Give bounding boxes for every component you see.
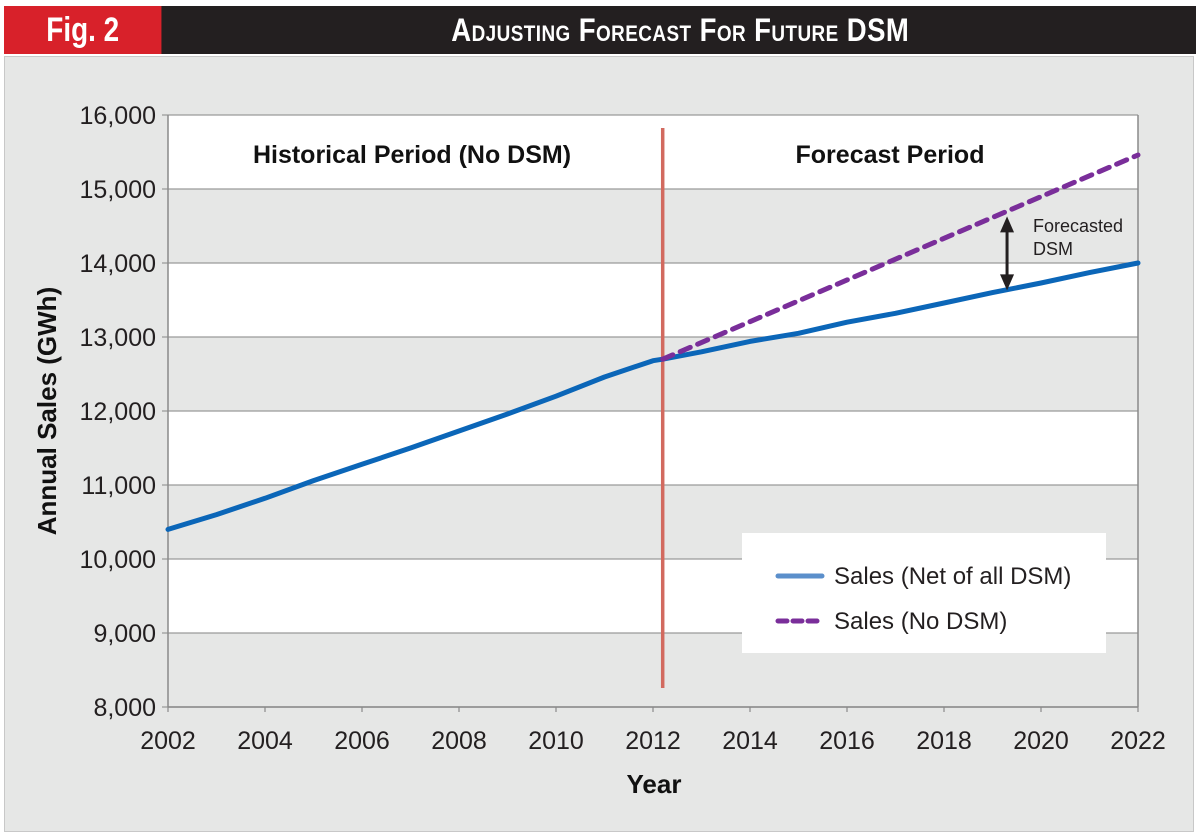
- series-line-net-of-dsm: [165, 260, 1141, 532]
- y-tick-label: 15,000: [80, 176, 156, 204]
- x-tick-label: 2010: [528, 727, 584, 755]
- y-axis-title: Annual Sales (GWh): [32, 287, 62, 535]
- annotation-text-line-2: DSM: [1033, 239, 1073, 259]
- x-tick-label: 2016: [819, 727, 875, 755]
- legend-box: [742, 533, 1106, 653]
- x-tick-label: 2002: [140, 727, 196, 755]
- y-tick-label: 13,000: [80, 324, 156, 352]
- figure-title: Adjusting Forecast For Future DSM: [164, 6, 1196, 54]
- forecast-period-label: Forecast Period: [796, 141, 985, 169]
- y-tick-label: 10,000: [80, 546, 156, 574]
- axes: [167, 115, 1139, 712]
- band: [168, 263, 1138, 337]
- legend: Sales (Net of all DSM) Sales (No DSM): [742, 533, 1106, 653]
- y-tick-labels: 8,000 9,000 10,000 11,000 12,000 13,000 14,000…: [80, 102, 156, 722]
- arrow-down-head-icon: [1000, 274, 1015, 291]
- y-tick-label: 14,000: [80, 250, 156, 278]
- y-tick-label: 16,000: [80, 102, 156, 130]
- x-axis-title: Year: [627, 769, 682, 799]
- y-tick-label: 9,000: [93, 620, 156, 648]
- figure-title-text: Adjusting Forecast For Future DSM: [451, 12, 909, 48]
- series-line-no-dsm: [660, 152, 1141, 362]
- band: [168, 411, 1138, 485]
- x-tick-label: 2012: [625, 727, 681, 755]
- figure-number: Fig. 2: [4, 6, 162, 54]
- x-tick-label: 2008: [431, 727, 487, 755]
- series-group: [165, 152, 1141, 532]
- x-tick-label: 2018: [916, 727, 972, 755]
- forecasted-dsm-annotation: Forecasted DSM: [1000, 216, 1123, 291]
- historical-period-label: Historical Period (No DSM): [253, 141, 571, 169]
- y-tick-label: 12,000: [80, 398, 156, 426]
- x-tick-label: 2004: [237, 727, 293, 755]
- x-tick-label: 2006: [334, 727, 390, 755]
- y-tick-label: 11,000: [81, 472, 156, 500]
- x-tick-label: 2022: [1110, 727, 1166, 755]
- x-tick-label: 2020: [1013, 727, 1069, 755]
- legend-label-nodsm: Sales (No DSM): [834, 608, 1007, 635]
- arrow-up-head-icon: [1000, 216, 1015, 233]
- band: [168, 337, 1138, 411]
- y-tick-label: 8,000: [93, 694, 156, 722]
- x-tick-labels: 2002 2004 2006 2008 2010 2012 2014 2016 2018 2020…: [140, 727, 1166, 755]
- figure-header: Fig. 2 Adjusting Forecast For Future DSM: [4, 6, 1196, 54]
- annotation-text-line-1: Forecasted: [1033, 216, 1123, 236]
- legend-label-net: Sales (Net of all DSM): [834, 563, 1071, 590]
- band: [168, 189, 1138, 263]
- band: [168, 115, 1138, 189]
- x-tick-label: 2014: [722, 727, 778, 755]
